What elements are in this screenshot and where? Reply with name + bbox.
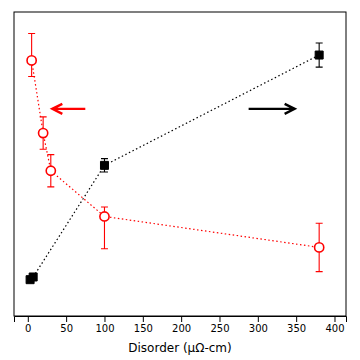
series-line <box>30 55 319 280</box>
plot-area <box>26 34 324 284</box>
arrow <box>249 104 295 114</box>
x-tick: 100 <box>95 316 114 334</box>
x-tick-mark <box>143 316 144 322</box>
arrow <box>52 104 85 114</box>
data-point <box>100 161 108 169</box>
x-tick-label: 150 <box>134 323 153 334</box>
x-tick-label: 250 <box>210 323 229 334</box>
chart: 0 50 100 150 200 250 300 350 400 Disorder (μΩ-cm) <box>0 0 360 360</box>
x-tick: 300 <box>249 316 268 334</box>
data-point <box>46 166 55 175</box>
plot-frame <box>14 12 346 316</box>
x-tick-mark <box>258 316 259 322</box>
x-tick-mark <box>66 316 67 322</box>
x-axis: 0 50 100 150 200 250 300 350 400 <box>15 316 347 334</box>
x-tick-mark <box>219 316 220 322</box>
x-tick: 350 <box>287 316 306 334</box>
series-line <box>32 60 320 247</box>
x-tick-mark <box>296 316 297 322</box>
arrow-shape <box>249 104 295 114</box>
x-tick-label: 50 <box>60 323 73 334</box>
x-tick-label: 100 <box>95 323 114 334</box>
error-bar <box>101 159 108 172</box>
data-point <box>27 56 36 65</box>
x-axis-line <box>15 317 347 323</box>
data-point <box>29 273 37 281</box>
x-tick-mark <box>334 316 335 322</box>
x-tick-mark <box>104 316 105 322</box>
x-tick: 50 <box>60 316 73 334</box>
x-tick-label: 300 <box>249 323 268 334</box>
x-tick: 200 <box>172 316 191 334</box>
x-tick: 250 <box>210 316 229 334</box>
x-tick: 150 <box>134 316 153 334</box>
arrow-shape <box>52 104 85 114</box>
x-tick-mark <box>28 316 29 322</box>
x-axis-title: Disorder (μΩ-cm) <box>128 341 231 355</box>
error-bar <box>316 43 323 67</box>
x-tick-label: 350 <box>287 323 306 334</box>
x-tick-mark <box>181 316 182 322</box>
data-point <box>39 128 48 137</box>
data-point <box>100 212 109 221</box>
x-tick-label: 0 <box>25 323 31 334</box>
data-point <box>315 51 323 59</box>
x-tick: 0 <box>25 316 31 334</box>
x-tick: 400 <box>325 316 344 334</box>
x-tick-label: 400 <box>325 323 344 334</box>
data-point <box>315 243 324 252</box>
x-tick-label: 200 <box>172 323 191 334</box>
